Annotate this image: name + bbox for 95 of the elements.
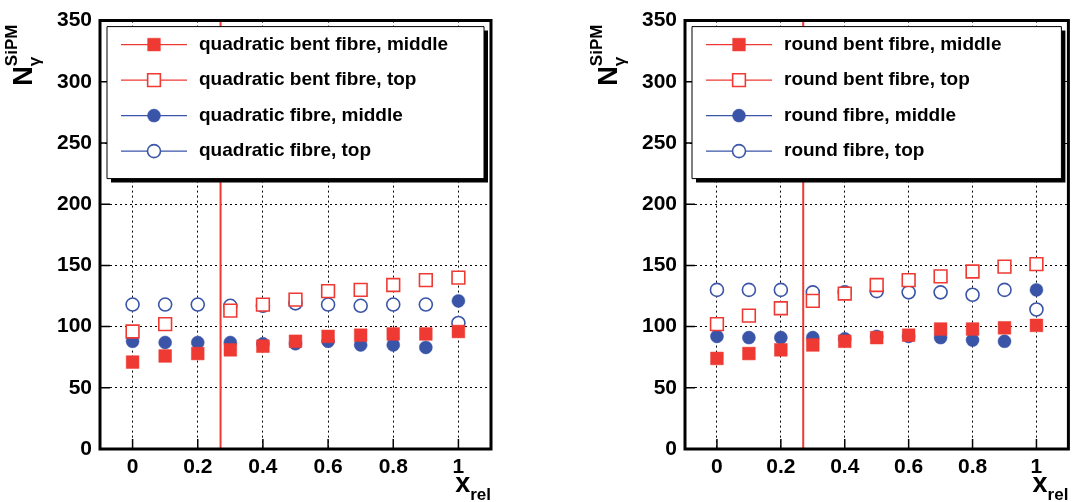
point xyxy=(418,272,433,288)
point xyxy=(933,269,948,284)
point xyxy=(419,340,433,355)
x-tick-label: 0.2 xyxy=(183,454,213,478)
point xyxy=(774,330,788,345)
point xyxy=(1029,257,1044,272)
point xyxy=(451,294,466,308)
point xyxy=(353,282,368,298)
point xyxy=(419,327,433,341)
point xyxy=(288,292,303,307)
point xyxy=(869,277,884,293)
y-tick-label: 300 xyxy=(641,68,677,92)
x-tick-label: 0.8 xyxy=(378,454,409,478)
point xyxy=(773,282,789,298)
y-axis-title: NγSiPM xyxy=(2,24,45,86)
point xyxy=(997,321,1012,335)
point xyxy=(125,324,140,339)
y-tick-label: 0 xyxy=(80,435,92,459)
point xyxy=(901,285,916,300)
point xyxy=(805,293,820,309)
x-tick-label: 0.6 xyxy=(313,454,343,478)
point xyxy=(742,330,756,345)
x-tick-label: 0 xyxy=(711,454,723,478)
point xyxy=(710,351,724,366)
point xyxy=(997,259,1012,274)
point xyxy=(710,329,724,344)
point xyxy=(320,297,336,312)
x-tick-label: 0.2 xyxy=(766,454,796,478)
point xyxy=(1029,283,1044,297)
point xyxy=(157,297,173,312)
point xyxy=(321,329,335,344)
y-tick-label: 50 xyxy=(653,374,677,398)
point xyxy=(1029,318,1044,332)
point xyxy=(158,316,173,332)
point xyxy=(741,282,757,298)
point xyxy=(385,297,401,312)
point xyxy=(190,297,206,312)
point xyxy=(320,283,336,299)
y-tick-label: 200 xyxy=(641,191,677,214)
y-tick-label: 100 xyxy=(56,313,92,337)
point xyxy=(191,346,205,361)
x-tick-label: 0 xyxy=(126,454,139,478)
y-tick-label: 250 xyxy=(641,129,677,153)
point xyxy=(901,272,916,288)
y-tick-label: 200 xyxy=(56,191,92,214)
y-tick-label: 150 xyxy=(56,252,92,276)
point xyxy=(386,327,400,341)
point xyxy=(353,298,368,314)
point xyxy=(933,285,948,300)
legend-label: round bent fibre, middle xyxy=(784,32,1002,54)
point xyxy=(158,349,172,363)
y-tick-label: 100 xyxy=(641,313,677,337)
point xyxy=(354,328,368,342)
y-axis-title: NγSiPM xyxy=(587,24,630,86)
point xyxy=(806,338,820,352)
point xyxy=(223,303,238,318)
point xyxy=(965,287,980,303)
y-tick-label: 350 xyxy=(641,7,677,31)
point xyxy=(709,316,725,332)
point xyxy=(158,335,172,350)
point xyxy=(418,297,434,312)
point xyxy=(773,301,789,316)
y-tick-label: 350 xyxy=(56,7,92,31)
legend-label: round bent fibre, top xyxy=(784,68,970,90)
legend-label: quadratic fibre, middle xyxy=(199,103,403,125)
point xyxy=(451,324,466,339)
legend-label: round fibre, middle xyxy=(784,103,957,125)
x-tick-label: 0.8 xyxy=(957,454,988,478)
x-tick-label: 0.6 xyxy=(894,454,924,478)
point xyxy=(965,322,980,336)
point xyxy=(742,346,756,361)
y-tick-label: 0 xyxy=(665,435,677,459)
legend-label: round fibre, top xyxy=(784,139,925,161)
x-tick-label: 0.4 xyxy=(830,454,860,478)
y-tick-label: 300 xyxy=(56,68,92,92)
point xyxy=(125,355,140,369)
legend-label: quadratic bent fibre, top xyxy=(199,68,417,90)
point xyxy=(933,322,948,336)
legend-label: quadratic fibre, top xyxy=(199,139,372,161)
y-tick-label: 250 xyxy=(56,129,92,153)
point xyxy=(386,277,401,293)
point xyxy=(997,334,1012,349)
legend-label: quadratic bent fibre, middle xyxy=(199,32,449,54)
y-tick-label: 150 xyxy=(641,252,677,276)
point xyxy=(741,308,757,323)
x-tick-label: 0.4 xyxy=(248,454,278,478)
point xyxy=(997,282,1012,298)
point xyxy=(451,270,466,285)
point xyxy=(709,282,725,298)
point xyxy=(965,264,980,279)
point xyxy=(125,297,140,312)
point xyxy=(774,343,788,357)
point xyxy=(1029,302,1044,317)
y-tick-label: 50 xyxy=(68,374,92,398)
point xyxy=(223,343,237,357)
